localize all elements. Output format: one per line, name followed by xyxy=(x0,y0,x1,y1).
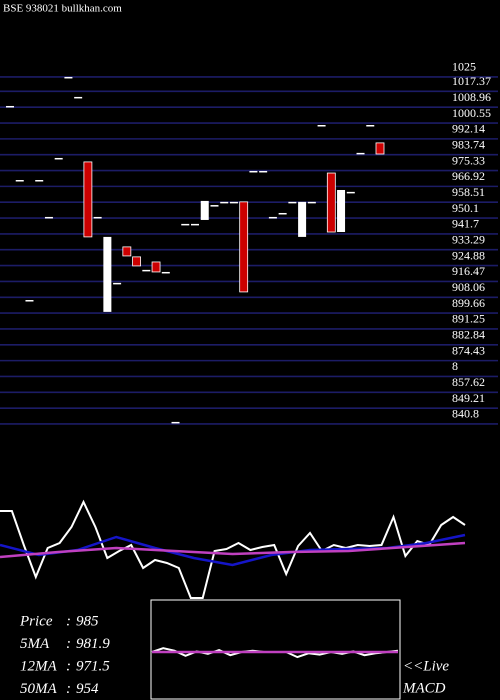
y-tick-label: 840.8 xyxy=(452,407,479,421)
y-tick-label: 874.43 xyxy=(452,343,485,357)
candle-body xyxy=(317,124,326,127)
candle-body xyxy=(249,170,258,173)
info-colon: : xyxy=(66,613,71,629)
y-tick-label: 899.66 xyxy=(452,296,485,310)
candle-body xyxy=(356,152,365,155)
y-tick-label: 916.47 xyxy=(452,264,485,278)
info-colon: : xyxy=(66,636,71,652)
info-value: 954 xyxy=(76,681,99,697)
y-tick-label: 958.51 xyxy=(452,185,485,199)
info-label: 50MA xyxy=(20,681,57,697)
info-colon: : xyxy=(66,681,71,697)
macd-box xyxy=(150,599,401,700)
info-value: 981.9 xyxy=(76,636,110,652)
candle-body xyxy=(142,269,151,272)
candle-body xyxy=(239,201,249,293)
candle-body xyxy=(259,170,268,173)
info-value: 971.5 xyxy=(76,658,110,674)
y-tick-label: 8 xyxy=(452,359,458,373)
candle-body xyxy=(346,191,355,194)
candle-body xyxy=(15,180,24,182)
y-tick-label: 933.29 xyxy=(452,232,485,246)
y-tick-label: 1008.96 xyxy=(452,90,491,104)
y-tick-label: 975.33 xyxy=(452,153,485,167)
candle-body xyxy=(229,201,238,204)
candle-body xyxy=(200,200,209,220)
y-tick-label: 1000.55 xyxy=(452,106,491,120)
candle-body xyxy=(74,96,83,99)
candle-body xyxy=(191,223,199,226)
candle-body xyxy=(35,180,44,182)
chart-title: BSE 938021 bullkhan.com xyxy=(3,3,122,15)
candle-body xyxy=(307,201,316,204)
candle-body xyxy=(268,216,277,219)
candle-body xyxy=(337,189,346,233)
y-tick-label: 857.62 xyxy=(452,375,485,389)
y-tick-label: 924.88 xyxy=(452,248,485,262)
candle-body xyxy=(122,246,132,257)
candle-body xyxy=(103,236,112,312)
info-value: 985 xyxy=(76,613,99,629)
candle-body xyxy=(132,256,141,267)
candle-body xyxy=(161,271,170,274)
candle-body xyxy=(25,300,34,302)
y-tick-label: 950.1 xyxy=(452,201,479,215)
info-label: 5MA xyxy=(20,636,50,652)
y-tick-label: 983.74 xyxy=(452,137,485,151)
y-tick-label: 992.14 xyxy=(452,122,485,136)
candle-body xyxy=(288,201,297,204)
y-tick-label: 891.25 xyxy=(452,312,485,326)
y-tick-label: 966.92 xyxy=(452,169,485,183)
indicator-line xyxy=(0,499,466,599)
y-tick-label: 849.21 xyxy=(452,391,485,405)
candle-body xyxy=(278,212,287,215)
candle-body xyxy=(210,205,219,207)
candle-body xyxy=(326,172,336,233)
info-label: Price xyxy=(19,613,53,629)
candle-body xyxy=(181,223,190,226)
info-colon: : xyxy=(66,658,71,674)
indicator-line xyxy=(0,541,466,559)
candle-body xyxy=(6,105,14,108)
y-tick-label: 941.7 xyxy=(452,217,479,231)
candle-body xyxy=(220,201,229,204)
candle-body xyxy=(113,282,122,285)
y-tick-label: 882.84 xyxy=(452,328,485,342)
candle-body xyxy=(64,76,73,79)
candle-body xyxy=(93,216,102,219)
candle-body xyxy=(366,124,375,127)
y-tick-label: 908.06 xyxy=(452,280,485,294)
live-label: <<Live xyxy=(403,658,449,674)
macd-label: MACD xyxy=(402,680,446,696)
candle-body xyxy=(171,421,180,424)
candle-body xyxy=(375,142,385,155)
candle-body xyxy=(298,201,307,237)
info-label: 12MA xyxy=(20,658,57,674)
candle-body xyxy=(44,216,53,219)
y-tick-label: 1017.37 xyxy=(452,74,491,88)
candle-body xyxy=(151,261,161,273)
candle-body xyxy=(54,157,63,160)
y-tick-label: 1025 xyxy=(452,60,476,74)
candle-body xyxy=(83,161,93,238)
